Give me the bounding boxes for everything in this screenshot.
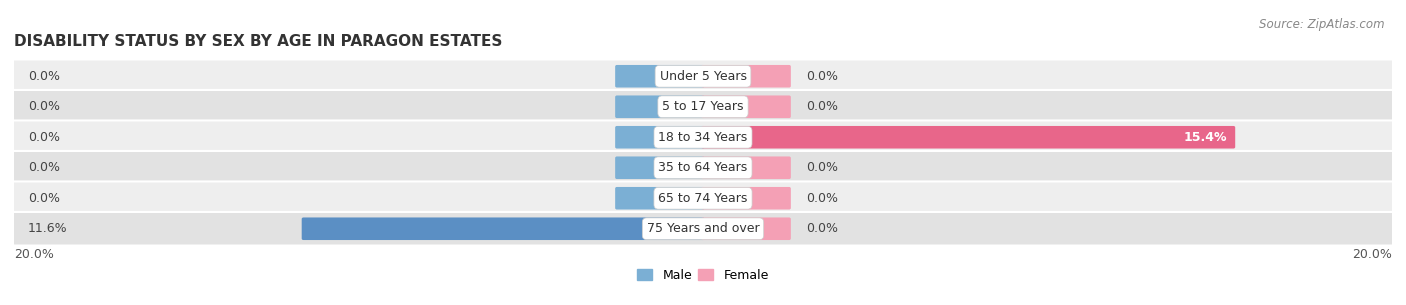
FancyBboxPatch shape bbox=[8, 212, 1398, 246]
Text: 0.0%: 0.0% bbox=[28, 161, 60, 174]
Text: Under 5 Years: Under 5 Years bbox=[659, 70, 747, 83]
Text: 15.4%: 15.4% bbox=[1182, 131, 1226, 144]
FancyBboxPatch shape bbox=[8, 120, 1398, 154]
FancyBboxPatch shape bbox=[302, 217, 704, 240]
FancyBboxPatch shape bbox=[8, 59, 1398, 93]
Text: DISABILITY STATUS BY SEX BY AGE IN PARAGON ESTATES: DISABILITY STATUS BY SEX BY AGE IN PARAG… bbox=[14, 34, 502, 49]
Text: 35 to 64 Years: 35 to 64 Years bbox=[658, 161, 748, 174]
Text: 11.6%: 11.6% bbox=[28, 222, 67, 235]
Text: 0.0%: 0.0% bbox=[28, 131, 60, 144]
Text: 0.0%: 0.0% bbox=[28, 100, 60, 113]
Text: 0.0%: 0.0% bbox=[28, 70, 60, 83]
FancyBboxPatch shape bbox=[702, 126, 1236, 149]
FancyBboxPatch shape bbox=[616, 126, 704, 149]
Text: 0.0%: 0.0% bbox=[28, 192, 60, 205]
Text: 0.0%: 0.0% bbox=[807, 161, 838, 174]
FancyBboxPatch shape bbox=[616, 187, 704, 210]
FancyBboxPatch shape bbox=[616, 95, 704, 118]
FancyBboxPatch shape bbox=[702, 187, 790, 210]
FancyBboxPatch shape bbox=[616, 156, 704, 179]
Legend: Male, Female: Male, Female bbox=[633, 264, 773, 287]
FancyBboxPatch shape bbox=[8, 90, 1398, 124]
Text: 75 Years and over: 75 Years and over bbox=[647, 222, 759, 235]
Text: 65 to 74 Years: 65 to 74 Years bbox=[658, 192, 748, 205]
FancyBboxPatch shape bbox=[8, 151, 1398, 185]
Text: Source: ZipAtlas.com: Source: ZipAtlas.com bbox=[1260, 18, 1385, 31]
FancyBboxPatch shape bbox=[702, 95, 790, 118]
FancyBboxPatch shape bbox=[702, 217, 790, 240]
Text: 18 to 34 Years: 18 to 34 Years bbox=[658, 131, 748, 144]
Text: 20.0%: 20.0% bbox=[14, 248, 53, 261]
Text: 0.0%: 0.0% bbox=[807, 70, 838, 83]
Text: 0.0%: 0.0% bbox=[807, 100, 838, 113]
Text: 0.0%: 0.0% bbox=[807, 222, 838, 235]
FancyBboxPatch shape bbox=[702, 65, 790, 88]
Text: 20.0%: 20.0% bbox=[1353, 248, 1392, 261]
FancyBboxPatch shape bbox=[702, 156, 790, 179]
FancyBboxPatch shape bbox=[8, 181, 1398, 215]
FancyBboxPatch shape bbox=[616, 65, 704, 88]
Text: 0.0%: 0.0% bbox=[807, 192, 838, 205]
Text: 5 to 17 Years: 5 to 17 Years bbox=[662, 100, 744, 113]
